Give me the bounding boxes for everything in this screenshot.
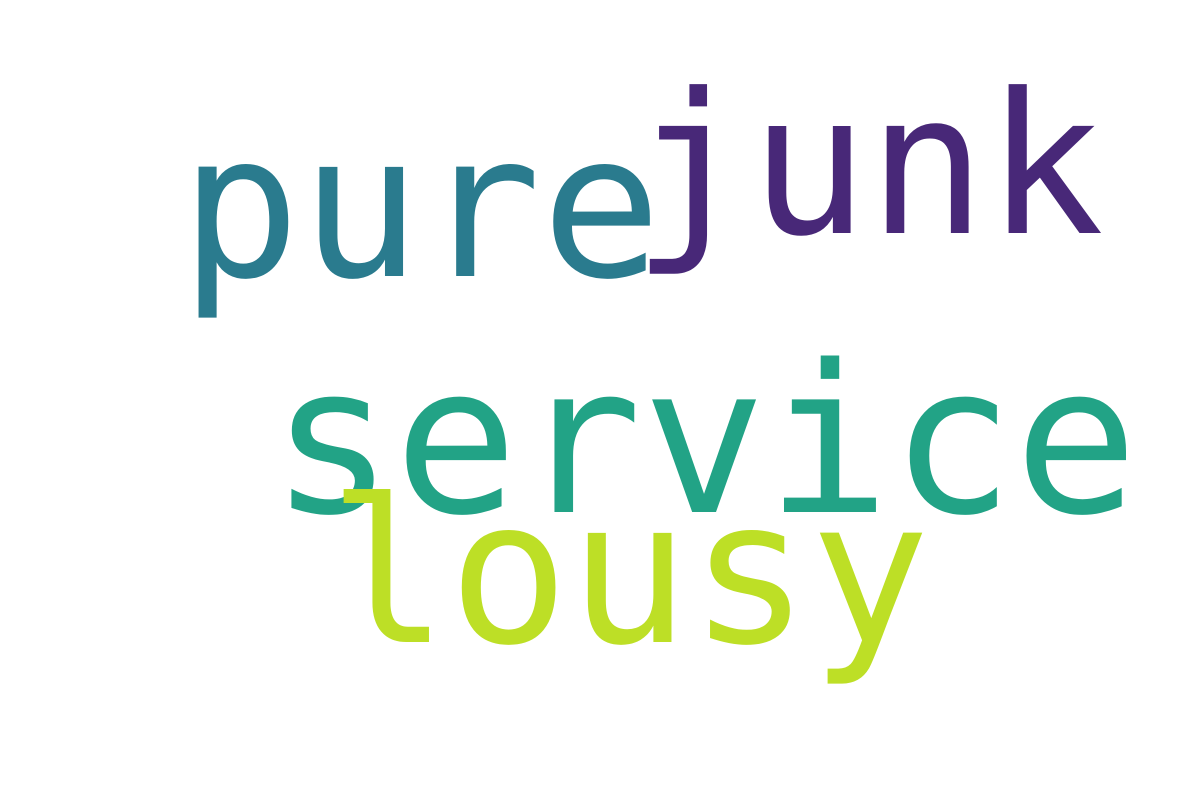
word-lousy: lousy xyxy=(328,457,931,690)
word-pure: pure xyxy=(180,91,662,324)
word-junk: junk xyxy=(632,52,1105,280)
word-service: service xyxy=(270,321,1139,561)
